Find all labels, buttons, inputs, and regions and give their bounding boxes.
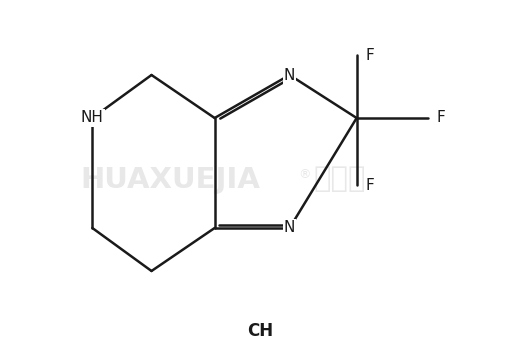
Text: HUAXUEJIA: HUAXUEJIA — [81, 165, 261, 194]
Text: ®: ® — [298, 168, 311, 181]
Text: NH: NH — [81, 111, 104, 126]
Text: N: N — [284, 220, 295, 236]
Text: 化学加: 化学加 — [314, 165, 367, 194]
Text: N: N — [284, 67, 295, 83]
Text: F: F — [365, 47, 374, 62]
Text: CH: CH — [247, 322, 273, 340]
Text: F: F — [436, 111, 445, 126]
Text: F: F — [365, 177, 374, 192]
